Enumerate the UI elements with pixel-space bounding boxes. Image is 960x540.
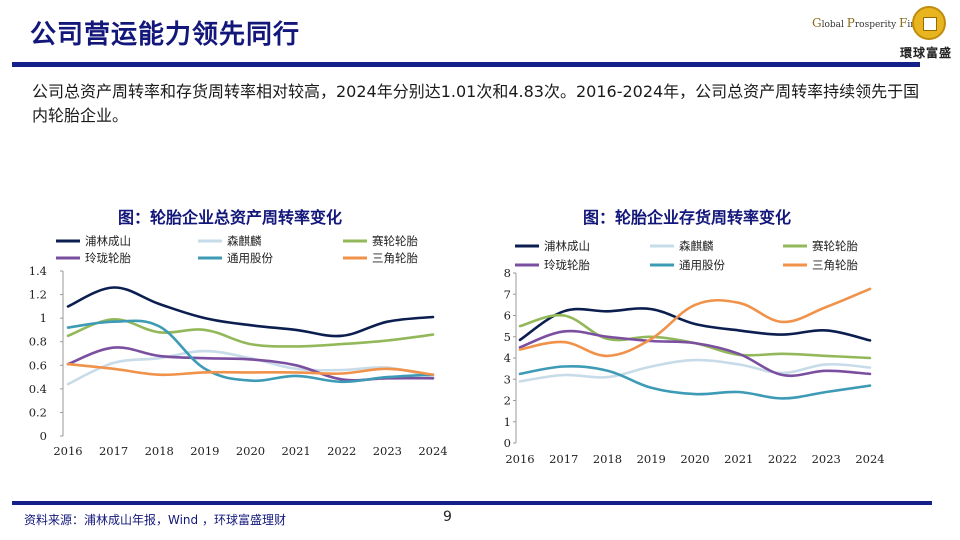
- series-line-6: [518, 287, 872, 358]
- x-tick-label: 2016: [53, 444, 82, 458]
- x-tick-label: 2020: [236, 444, 265, 458]
- source-note: 资料来源：浦林成山年报，Wind ，环球富盛理财: [24, 513, 286, 527]
- x-tick-label: 2021: [281, 444, 310, 458]
- page-title: 公司营运能力领先同行: [30, 20, 301, 50]
- y-tick-label: 7: [504, 287, 511, 301]
- footer-divider: [12, 501, 932, 505]
- x-tick-label: 2018: [145, 444, 174, 458]
- y-tick-label: 1: [40, 311, 47, 325]
- chart-total-asset-turnover: 0 0.2 0.4 0.6 0.8 1 1.2 1.4 2016 2017 2018 2019 2020…: [29, 234, 448, 458]
- legend-label: 森麒麟: [227, 234, 262, 248]
- y-tick-label: 5: [504, 330, 511, 344]
- x-tick-label: 2024: [418, 444, 447, 458]
- x-tick-label: 2020: [680, 452, 709, 466]
- series-line-6: [66, 362, 435, 377]
- legend-label: 通用股份: [227, 251, 273, 265]
- y-tick-label: 4: [504, 351, 511, 365]
- y-tick-label: 0.8: [29, 335, 47, 349]
- y-tick-label: 1: [504, 415, 511, 429]
- y-tick-label: 0.2: [29, 405, 47, 419]
- legend-label: 通用股份: [679, 258, 725, 272]
- x-tick-label: 2023: [812, 452, 841, 466]
- series-line-1: [66, 286, 435, 338]
- x-tick-label: 2019: [190, 444, 219, 458]
- y-tick-label: 2: [504, 394, 511, 408]
- legend-label: 三角轮胎: [372, 251, 418, 265]
- x-tick-label: 2017: [549, 452, 578, 466]
- x-tick-label: 2018: [593, 452, 622, 466]
- legend-label: 赛轮轮胎: [372, 234, 418, 248]
- legend-label: 玲珑轮胎: [85, 251, 131, 265]
- y-tick-label: 1.4: [29, 264, 47, 278]
- legend-label: 浦林成山: [85, 234, 131, 248]
- series-line-4: [518, 329, 872, 378]
- x-tick-label: 2017: [99, 444, 128, 458]
- legend-label: 赛轮轮胎: [812, 239, 858, 253]
- logo-letter-f: F: [899, 16, 908, 30]
- chart2-title: 图：轮胎企业存货周转率变化: [583, 208, 792, 227]
- series-line-1: [518, 307, 872, 342]
- logo: Global Prosperity Financial 環球富盛: [812, 6, 957, 64]
- y-tick-label: 0.4: [29, 382, 47, 396]
- x-tick-label: 2022: [768, 452, 797, 466]
- page-number: 9: [443, 509, 452, 525]
- title-divider: [12, 62, 920, 67]
- legend-label: 浦林成山: [544, 239, 590, 253]
- chart-inventory-turnover: 0 1 2 3 4 5 6 7 8 2016 2017 2018 2019 2020 2021 2022 202…: [504, 239, 885, 466]
- y-tick-label: 1.2: [29, 288, 47, 302]
- y-tick-label: 0: [504, 436, 511, 450]
- legend-label: 玲珑轮胎: [544, 258, 590, 272]
- logo-letter-p: P: [846, 16, 855, 30]
- x-tick-label: 2019: [637, 452, 666, 466]
- logo-chinese: 環球富盛: [900, 46, 953, 60]
- legend-label: 森麒麟: [679, 239, 714, 253]
- x-tick-label: 2024: [855, 452, 884, 466]
- logo-word-lobal: lobal: [821, 20, 844, 30]
- chart1-title: 图：轮胎企业总资产周转率变化: [118, 208, 343, 227]
- y-tick-label: 6: [504, 309, 511, 323]
- series-line-3: [518, 313, 872, 360]
- y-tick-label: 8: [504, 266, 511, 280]
- y-tick-label: 3: [504, 372, 511, 386]
- x-tick-label: 2016: [505, 452, 534, 466]
- logo-letter-g: G: [812, 16, 822, 30]
- logo-coin-icon: [912, 6, 946, 40]
- x-tick-label: 2021: [724, 452, 753, 466]
- logo-word-rosperity: rosperity: [854, 20, 897, 30]
- description-text: 公司总资产周转率和存货周转率相对较高，2024年分别达1.01次和4.83次。2…: [32, 82, 920, 125]
- series-line-4: [66, 346, 435, 382]
- x-tick-label: 2023: [373, 444, 402, 458]
- x-tick-label: 2022: [327, 444, 356, 458]
- y-tick-label: 0.6: [29, 358, 47, 372]
- y-tick-label: 0: [40, 429, 47, 443]
- legend-label: 三角轮胎: [812, 258, 858, 272]
